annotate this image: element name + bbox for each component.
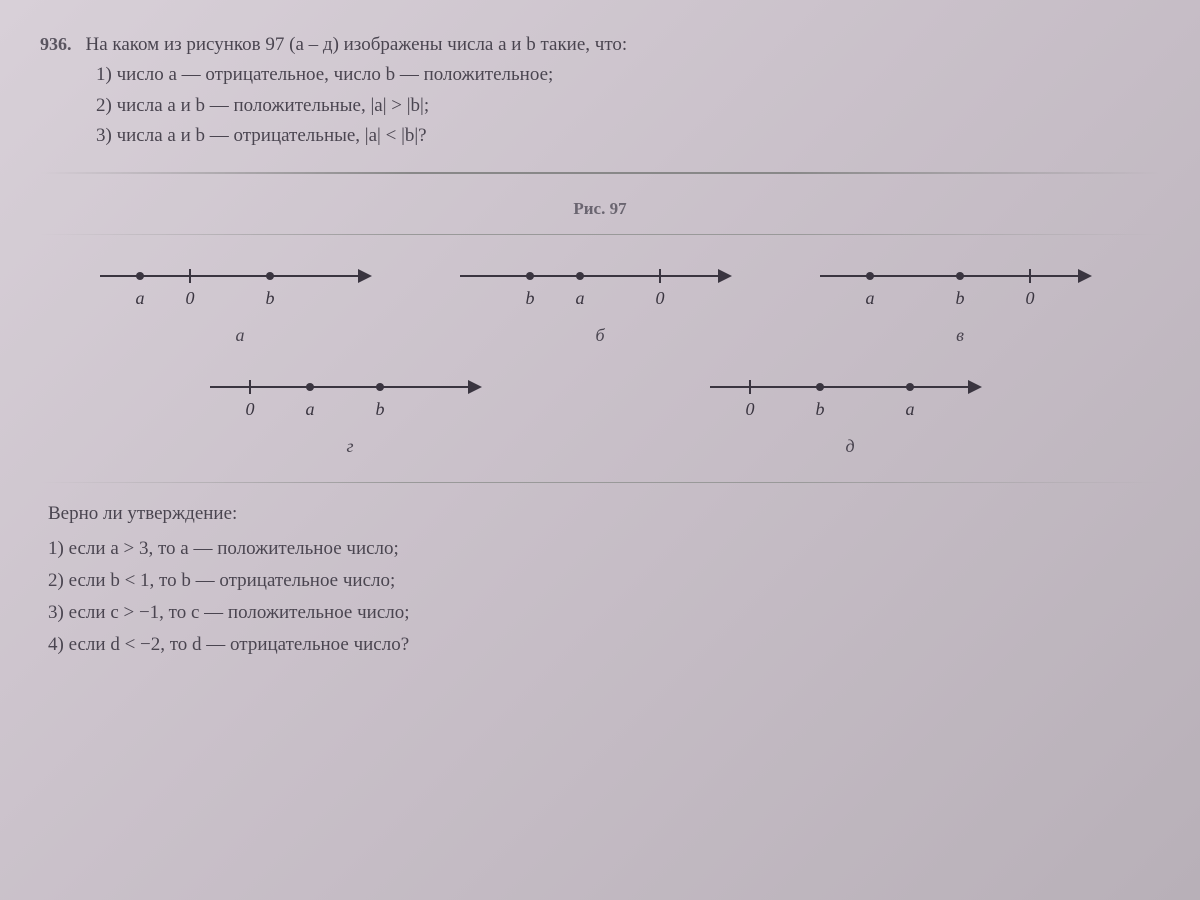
axis-line <box>460 275 720 277</box>
point-label: a <box>306 399 315 420</box>
problem-statement: 936. На каком из рисунков 97 (а – д) изо… <box>40 30 1160 152</box>
question-2-block: Верно ли утверждение: 1) если a > 3, то … <box>40 503 1160 662</box>
point-dot <box>956 272 964 280</box>
question-2-item-3: 3) если c > −1, то c — положительное чис… <box>48 597 1160 629</box>
point-label: 0 <box>656 288 665 309</box>
problem-intro-line: 936. На каком из рисунков 97 (а – д) изо… <box>40 30 1160 60</box>
diagrams-row-1: a 0 b а b a 0 б a b 0 <box>70 260 1130 346</box>
diagram-caption: в <box>956 325 964 346</box>
diagram-v: a b 0 в <box>790 260 1130 346</box>
point-label: 0 <box>246 399 255 420</box>
diagram-g: 0 a b г <box>160 371 540 457</box>
tick-mark <box>749 380 751 394</box>
point-label: b <box>956 288 965 309</box>
arrow-icon <box>358 269 372 283</box>
diagram-caption: а <box>236 325 245 346</box>
diagram-caption: д <box>845 436 854 457</box>
point-label: b <box>526 288 535 309</box>
arrow-icon <box>968 380 982 394</box>
divider-top <box>40 172 1160 174</box>
divider-bottom <box>40 482 1160 483</box>
numberline-v: a b 0 <box>820 260 1100 310</box>
problem-item-2: 2) числа а и b — положительные, |а| > |b… <box>96 91 1160 121</box>
numberline-d: 0 b a <box>710 371 990 421</box>
point-label: b <box>376 399 385 420</box>
problem-item-3: 3) числа а и b — отрицательные, |а| < |b… <box>96 121 1160 151</box>
question-2-item-4: 4) если d < −2, то d — отрицательное чис… <box>48 629 1160 661</box>
point-dot <box>266 272 274 280</box>
numberline-g: 0 a b <box>210 371 490 421</box>
point-dot <box>136 272 144 280</box>
question-2-header: Верно ли утверждение: <box>48 503 1160 525</box>
diagram-d: 0 b a д <box>660 371 1040 457</box>
point-dot <box>866 272 874 280</box>
point-label: b <box>816 399 825 420</box>
point-label: a <box>136 288 145 309</box>
arrow-icon <box>1078 269 1092 283</box>
diagram-caption: б <box>595 325 604 346</box>
problem-intro: На каком из рисунков 97 (а – д) изображе… <box>86 34 628 55</box>
point-label: a <box>906 399 915 420</box>
tick-mark <box>659 269 661 283</box>
tick-mark <box>189 269 191 283</box>
diagram-b: b a 0 б <box>430 260 770 346</box>
point-label: a <box>576 288 585 309</box>
figure-label: Рис. 97 <box>40 199 1160 219</box>
arrow-icon <box>468 380 482 394</box>
divider-thin <box>40 234 1160 235</box>
axis-line <box>820 275 1080 277</box>
diagram-a: a 0 b а <box>70 260 410 346</box>
arrow-icon <box>718 269 732 283</box>
point-dot <box>306 383 314 391</box>
question-2-item-2: 2) если b < 1, то b — отрицательное числ… <box>48 565 1160 597</box>
point-label: a <box>866 288 875 309</box>
point-dot <box>906 383 914 391</box>
point-label: 0 <box>186 288 195 309</box>
problem-item-1: 1) число а — отрицательное, число b — по… <box>96 60 1160 90</box>
diagrams-row-2: 0 a b г 0 b a д <box>160 371 1040 457</box>
point-dot <box>816 383 824 391</box>
point-dot <box>526 272 534 280</box>
point-label: 0 <box>1026 288 1035 309</box>
point-label: 0 <box>746 399 755 420</box>
tick-mark <box>1029 269 1031 283</box>
numberline-a: a 0 b <box>100 260 380 310</box>
numberline-b: b a 0 <box>460 260 740 310</box>
question-2-item-1: 1) если a > 3, то a — положительное числ… <box>48 533 1160 565</box>
problem-number: 936. <box>40 34 72 55</box>
tick-mark <box>249 380 251 394</box>
point-dot <box>376 383 384 391</box>
point-dot <box>576 272 584 280</box>
diagram-caption: г <box>346 436 353 457</box>
point-label: b <box>266 288 275 309</box>
